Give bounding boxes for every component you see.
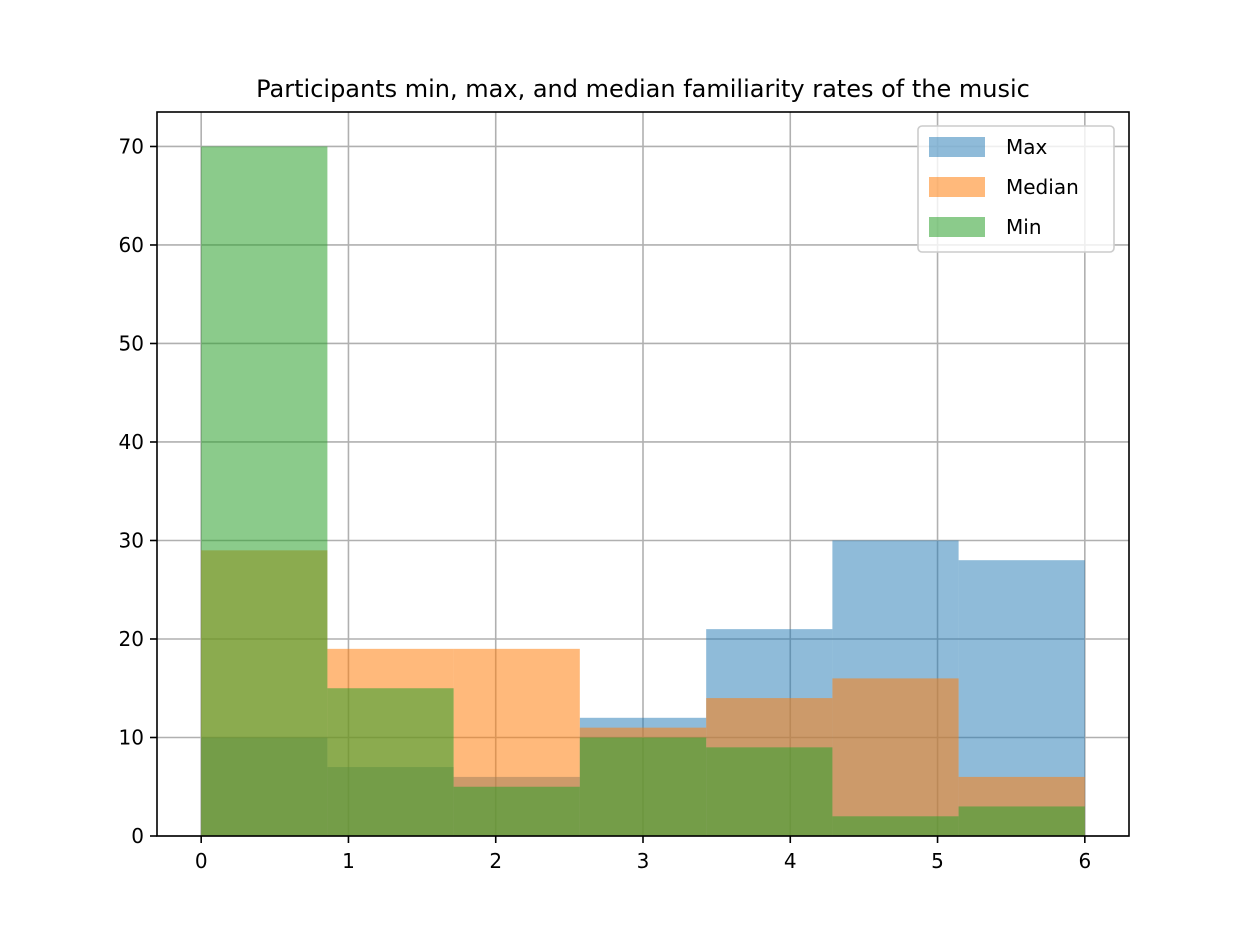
series-min (201, 146, 1085, 836)
bar-min-4 (706, 747, 833, 836)
y-tick-label: 20 (119, 627, 144, 651)
y-tick-label: 60 (119, 233, 144, 257)
legend-label-min: Min (1006, 215, 1042, 239)
x-tick-label: 3 (637, 849, 650, 873)
y-tick-label: 40 (119, 430, 144, 454)
x-tick-label: 5 (931, 849, 944, 873)
legend-swatch-max (929, 137, 985, 157)
x-tick-label: 2 (489, 849, 502, 873)
y-tick-label: 10 (119, 725, 144, 749)
bars-layer (201, 146, 1085, 836)
legend-label-max: Max (1006, 135, 1048, 159)
y-tick-label: 30 (119, 528, 144, 552)
bar-min-6 (958, 806, 1085, 836)
legend-label-median: Median (1006, 175, 1079, 199)
bar-min-5 (832, 816, 959, 836)
bar-min-2 (453, 786, 580, 836)
x-tick-label: 1 (342, 849, 355, 873)
bar-min-1 (327, 688, 454, 836)
bar-min-0 (201, 146, 328, 836)
y-tick-label: 70 (119, 134, 144, 158)
x-tick-label: 0 (195, 849, 208, 873)
bar-median-5 (832, 678, 959, 836)
x-tick-label: 6 (1078, 849, 1091, 873)
legend-swatch-min (929, 217, 985, 237)
x-tick-label: 4 (784, 849, 797, 873)
bar-min-3 (579, 737, 707, 836)
legend: Max Median Min (917, 125, 1115, 253)
y-tick-label: 0 (131, 824, 144, 848)
legend-swatch-median (929, 177, 985, 197)
y-tick-label: 50 (119, 331, 144, 355)
chart-title: Participants min, max, and median famili… (256, 75, 1030, 103)
